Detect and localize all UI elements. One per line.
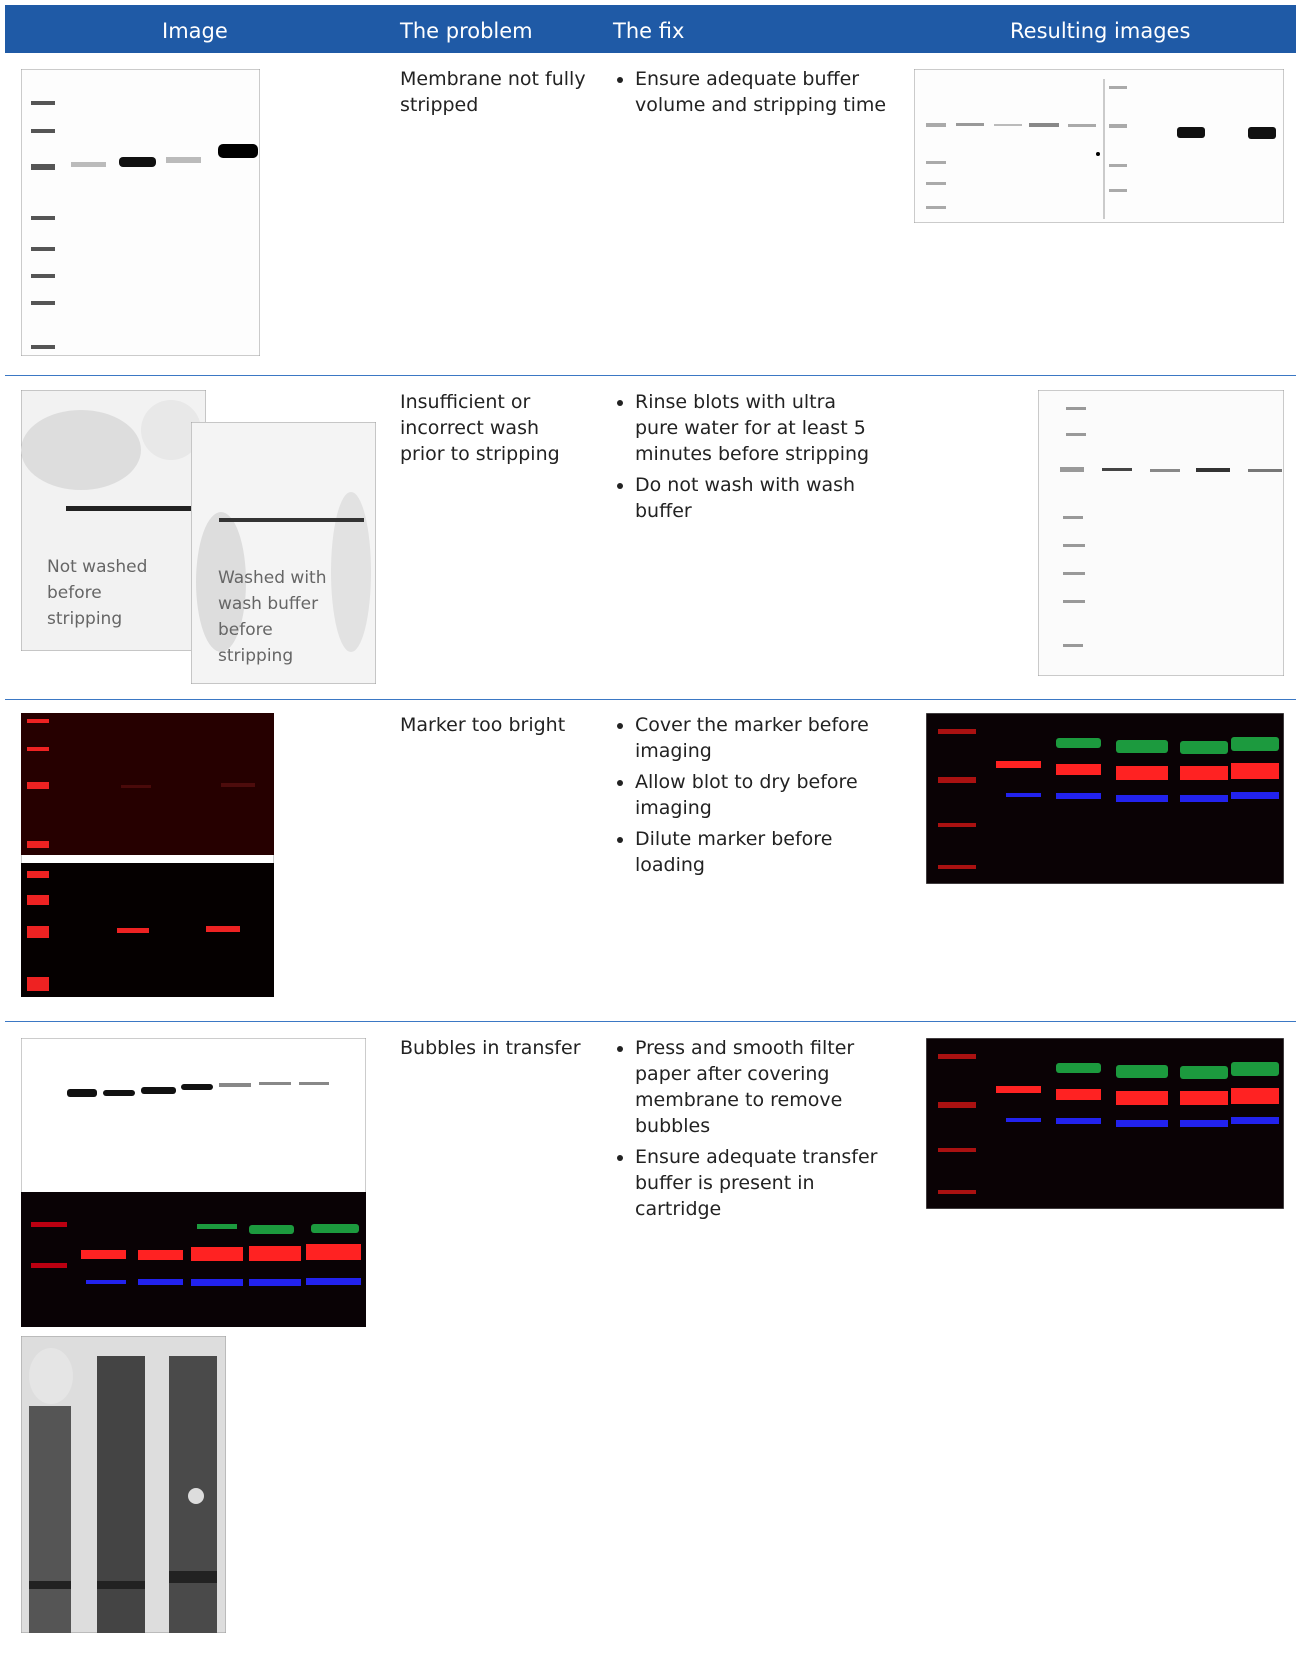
blot-image <box>21 390 206 651</box>
fix-item: Dilute marker before loading <box>635 826 885 878</box>
problem: Bubbles in transfer <box>400 1037 581 1059</box>
result-image <box>926 713 1284 884</box>
blot-image <box>21 1336 226 1633</box>
table-header: Image The problem The fix Resulting imag… <box>5 5 1296 53</box>
blot-image <box>21 1038 366 1327</box>
fix-item: Ensure adequate transfer buffer is prese… <box>635 1144 900 1222</box>
blot-image <box>21 69 260 356</box>
column-header: Image <box>162 19 228 43</box>
fix-item: Ensure adequate buffer volume and stripp… <box>635 66 917 118</box>
result-image <box>926 1038 1284 1209</box>
column-header: The fix <box>613 19 685 43</box>
problem: Insufficient or incorrect wash prior to … <box>400 391 560 465</box>
fix-item: Do not wash with wash buffer <box>635 472 885 524</box>
image-caption: Not washed before stripping <box>47 557 148 629</box>
fix-list: Rinse blots with ultra pure water for at… <box>613 389 885 529</box>
fix-list: Press and smooth filter paper after cove… <box>613 1035 900 1227</box>
column-header: The problem <box>400 19 533 43</box>
fix-list: Cover the marker before imagingAllow blo… <box>613 712 885 883</box>
row-divider <box>5 375 1296 376</box>
problem: Marker too bright <box>400 714 566 736</box>
column-header: Resulting images <box>1010 19 1191 43</box>
problem: Membrane not fully stripped <box>400 68 586 116</box>
blot-image <box>191 422 376 684</box>
image-caption: Washed with wash buffer before stripping <box>218 568 327 666</box>
fix-item: Allow blot to dry before imaging <box>635 769 885 821</box>
fix-item: Press and smooth filter paper after cove… <box>635 1035 900 1139</box>
blot-image <box>21 713 274 997</box>
fix-item: Rinse blots with ultra pure water for at… <box>635 389 885 467</box>
row-divider <box>5 699 1296 700</box>
fix-item: Cover the marker before imaging <box>635 712 885 764</box>
row-divider <box>5 1021 1296 1022</box>
result-image <box>1038 390 1284 676</box>
result-image <box>914 69 1284 223</box>
fix-list: Ensure adequate buffer volume and stripp… <box>613 66 917 123</box>
